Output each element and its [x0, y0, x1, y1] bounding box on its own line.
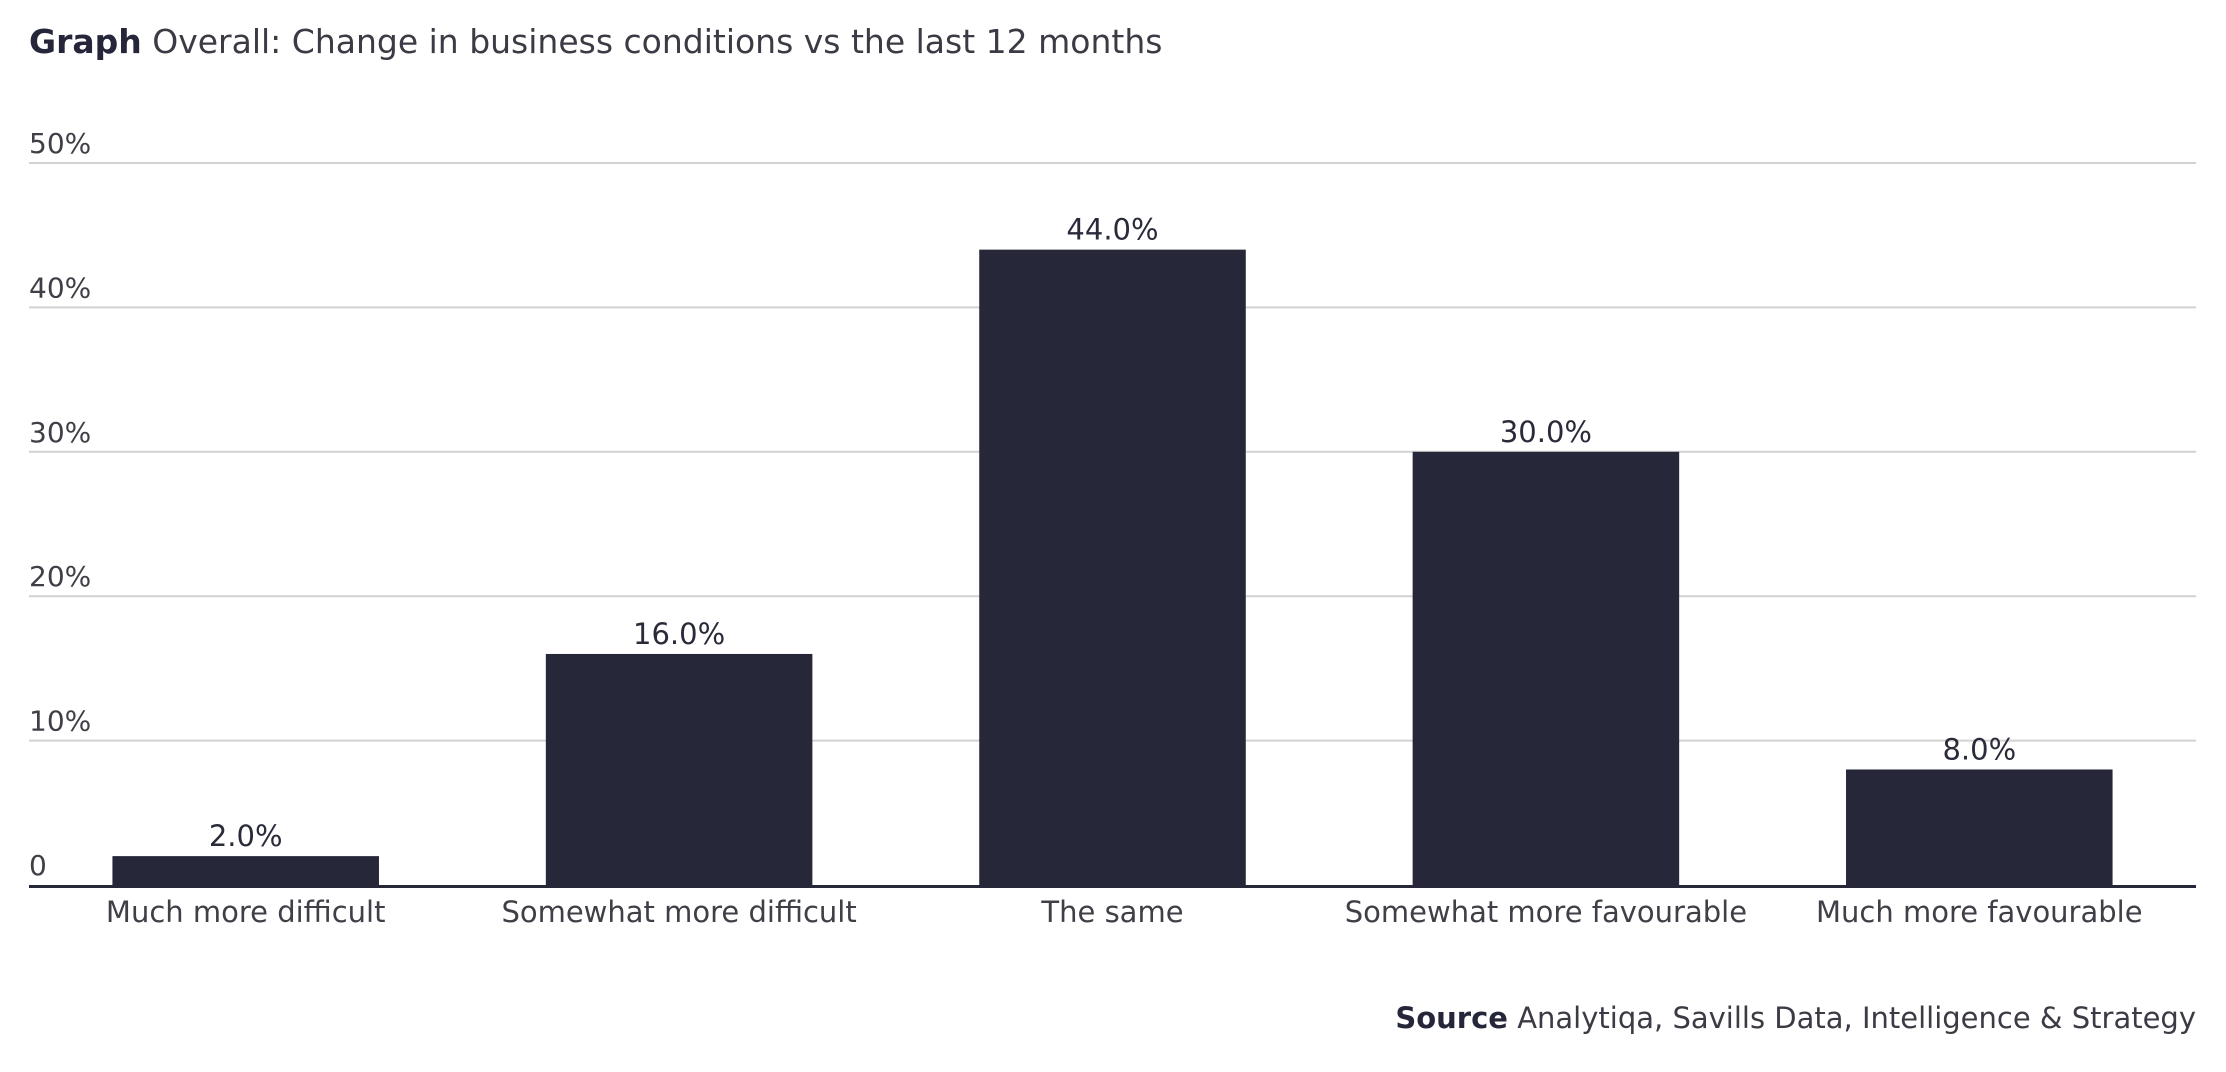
bar [1846, 769, 2113, 885]
y-tick-label: 40% [29, 271, 91, 304]
y-tick-label: 0 [29, 849, 47, 882]
x-category-label: Somewhat more difficult [501, 895, 856, 929]
bar-value-label: 2.0% [209, 819, 283, 853]
y-tick-label: 10% [29, 705, 91, 738]
bar [112, 856, 379, 885]
x-category-label: Much more favourable [1816, 895, 2143, 929]
y-tick-label: 20% [29, 560, 91, 593]
source-text: Analytiqa, Savills Data, Intelligence & … [1517, 1001, 2196, 1035]
x-category-label: The same [1040, 895, 1183, 929]
bar-value-label: 16.0% [633, 617, 725, 651]
bar [545, 653, 813, 885]
bar [979, 249, 1246, 885]
bars [112, 249, 2113, 885]
bar [1412, 451, 1680, 885]
source-note: Source Analytiqa, Savills Data, Intellig… [1395, 1000, 2196, 1036]
bar-value-label: 30.0% [1500, 415, 1592, 449]
y-tick-label: 50% [29, 127, 91, 160]
chart-title-text: Overall: Change in business conditions v… [152, 22, 1163, 61]
value-labels: 2.0% 16.0% 44.0% 30.0% 8.0% [209, 213, 2016, 853]
source-prefix: Source [1395, 1001, 1508, 1035]
bar-value-label: 44.0% [1066, 213, 1158, 247]
x-category-label: Much more difficult [106, 895, 386, 929]
chart-title-prefix: Graph [29, 22, 142, 61]
y-tick-label: 30% [29, 416, 91, 449]
x-axis-categories: Much more difficult Somewhat more difficu… [106, 895, 2143, 929]
chart-title: Graph Overall: Change in business condit… [29, 22, 1162, 62]
x-category-label: Somewhat more favourable [1345, 895, 1747, 929]
bar-value-label: 8.0% [1942, 732, 2016, 766]
y-axis-ticks: 0 10% 20% 30% 40% 50% [29, 127, 91, 882]
